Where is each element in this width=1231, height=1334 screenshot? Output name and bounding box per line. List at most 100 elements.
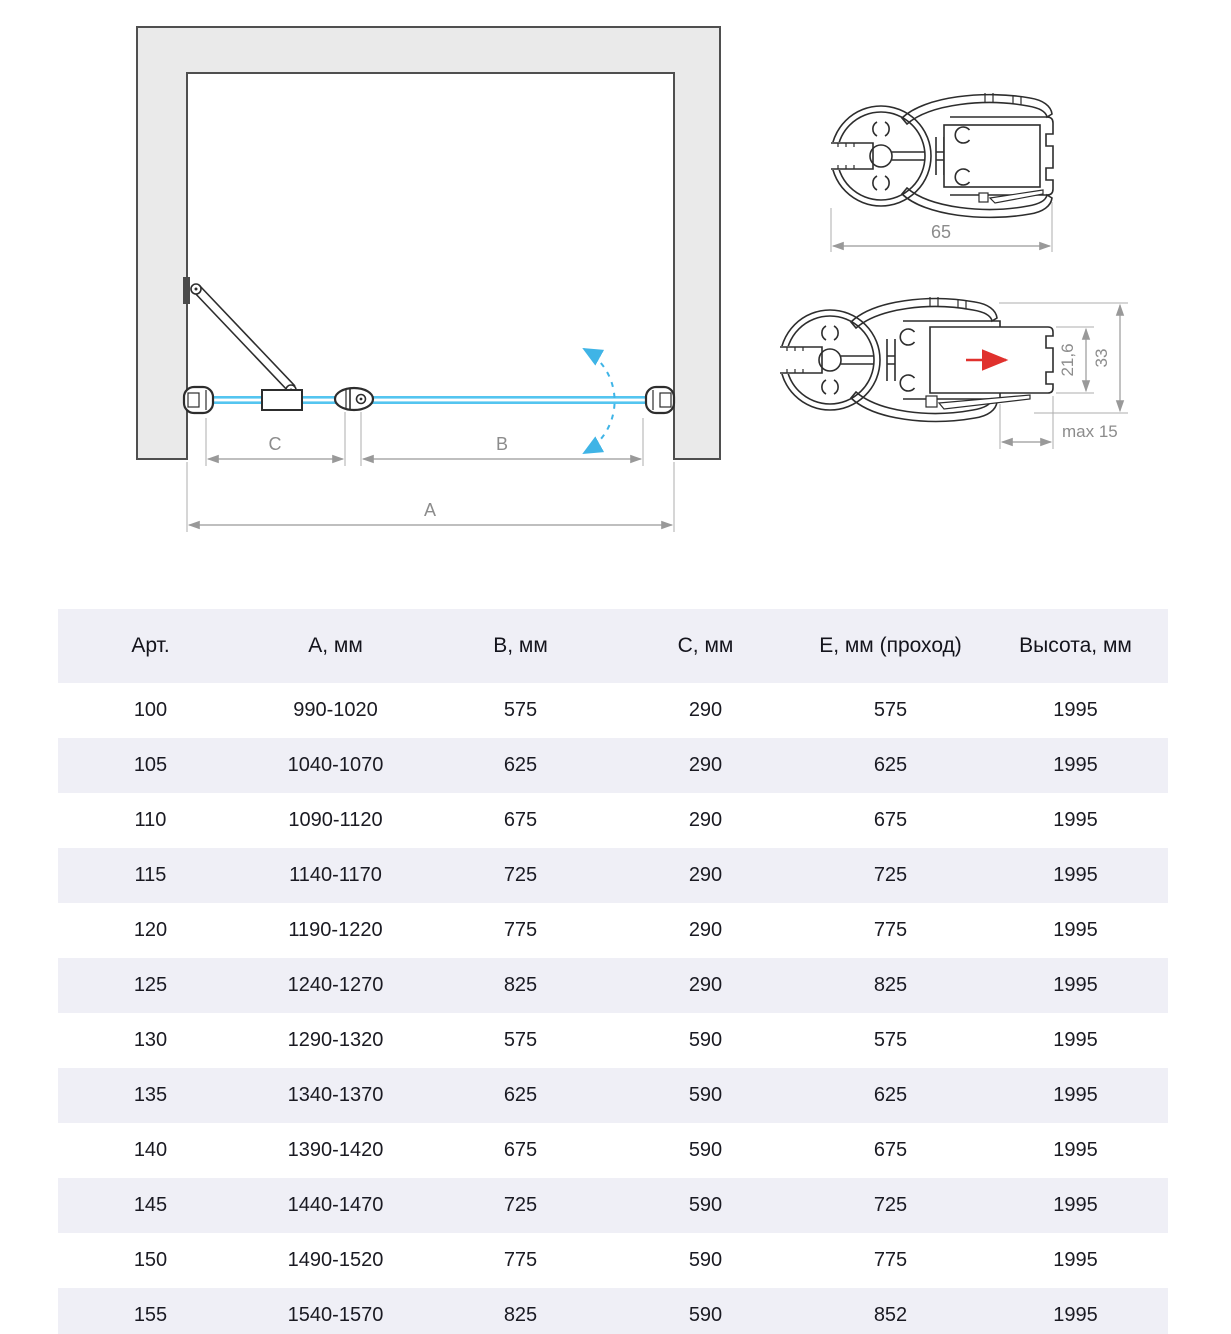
dim-label-a: A [424,500,436,520]
cell-e: 725 [873,864,908,886]
cell-art: 115 [134,864,167,886]
cell-a: 1240-1270 [287,974,384,996]
cell-a: 1490-1520 [287,1249,384,1271]
cell-height: 1995 [1053,1249,1098,1271]
dim-max-15: max 15 [999,396,1118,449]
cell-height: 1995 [1053,699,1098,721]
size-table-header: Арт. А, мм B, мм C, мм Е, мм (проход) Вы… [58,609,1168,683]
dim-label-65: 65 [931,222,951,242]
cell-height: 1995 [1053,919,1098,941]
size-table: Арт. А, мм B, мм C, мм Е, мм (проход) Вы… [58,609,1168,1334]
dim-label-33: 33 [1092,349,1111,368]
cell-c: 590 [688,1084,723,1106]
cell-art: 130 [133,1029,168,1051]
table-row: 145 1440-1470 725 590 725 1995 [58,1178,1168,1233]
col-header-a: А, мм [308,634,363,657]
center-hinge [333,386,375,412]
cell-height: 1995 [1053,974,1098,996]
cell-e: 625 [873,754,908,776]
col-header-b: B, мм [493,634,548,657]
cell-b: 675 [503,809,538,831]
cell-c: 290 [688,864,723,886]
cell-art: 150 [133,1249,168,1271]
dim-label-21-6: 21,6 [1058,343,1077,376]
cell-e: 775 [873,919,908,941]
support-bar-block [261,389,303,411]
cell-b: 725 [503,864,538,886]
cell-art: 140 [133,1139,168,1161]
cell-height: 1995 [1053,864,1098,886]
cell-a: 1190-1220 [288,919,383,941]
table-row: 140 1390-1420 675 590 675 1995 [58,1123,1168,1178]
cell-height: 1995 [1053,809,1098,831]
profile-section-extended [777,297,1054,423]
cell-c: 290 [688,754,723,776]
cell-e: 825 [873,974,908,996]
cell-b: 675 [503,1139,538,1161]
table-row: 120 1190-1220 775 290 775 1995 [58,903,1168,958]
cell-e: 725 [873,1194,908,1216]
cell-c: 590 [688,1139,723,1161]
cell-height: 1995 [1053,1084,1098,1106]
cell-b: 625 [503,1084,538,1106]
left-wall-bracket [182,385,215,415]
cell-b: 725 [503,1194,538,1216]
glass-panel [200,396,652,404]
cell-b: 625 [503,754,538,776]
cell-art: 125 [133,974,168,996]
cell-b: 575 [503,1029,538,1051]
cell-a: 1290-1320 [287,1029,384,1051]
cell-c: 590 [688,1029,723,1051]
cell-a: 990-1020 [293,699,378,721]
col-header-e: Е, мм (проход) [819,634,962,657]
cell-art: 145 [133,1194,168,1216]
profile-section-closed [828,93,1054,219]
col-header-art: Арт. [131,634,170,657]
table-row: 100 990-1020 575 290 575 1995 [58,683,1168,738]
cell-height: 1995 [1053,1029,1098,1051]
cell-e: 675 [873,1139,908,1161]
dim-33: 33 [999,302,1128,414]
table-row: 125 1240-1270 825 290 825 1995 [58,958,1168,1013]
table-row: 115 1140-1170 725 290 725 1995 [58,848,1168,903]
cell-height: 1995 [1053,1194,1098,1216]
dimension-extensions [186,412,675,532]
wall-shape [136,26,721,460]
cell-e: 852 [873,1304,908,1326]
table-row: 110 1090-1120 675 290 675 1995 [58,793,1168,848]
cell-c: 590 [688,1304,723,1326]
cell-c: 290 [688,919,723,941]
cell-height: 1995 [1053,754,1098,776]
dim-65: 65 [830,202,1053,252]
cell-e: 625 [873,1084,908,1106]
dim-label-max-15: max 15 [1062,422,1118,441]
cell-a: 1390-1420 [287,1139,384,1161]
cell-e: 675 [873,809,908,831]
cell-a: 1540-1570 [287,1304,384,1326]
table-row: 130 1290-1320 575 590 575 1995 [58,1013,1168,1068]
col-header-c: C, мм [677,634,734,657]
cell-height: 1995 [1053,1139,1098,1161]
table-row: 150 1490-1520 775 590 775 1995 [58,1233,1168,1288]
dim-label-c: C [269,434,282,454]
cell-art: 110 [134,809,167,831]
col-header-height: Высота, мм [1019,634,1132,657]
cell-e: 775 [873,1249,908,1271]
cell-a: 1440-1470 [287,1194,384,1216]
right-wall-bracket [644,385,676,415]
table-row: 155 1540-1570 825 590 852 1995 [58,1288,1168,1334]
cell-b: 825 [503,1304,538,1326]
installation-view: C B A [136,26,721,532]
cell-e: 575 [873,1029,908,1051]
cell-c: 290 [688,809,723,831]
cell-art: 100 [133,699,168,721]
size-table-body: 100 990-1020 575 290 575 1995 105 1040-1… [58,683,1168,1334]
cell-e: 575 [873,699,908,721]
cell-art: 155 [133,1304,168,1326]
cell-a: 1340-1370 [287,1084,384,1106]
dim-21-6: 21,6 [1056,326,1094,394]
cell-b: 575 [503,699,538,721]
cell-art: 135 [133,1084,168,1106]
cell-a: 1140-1170 [289,864,382,886]
